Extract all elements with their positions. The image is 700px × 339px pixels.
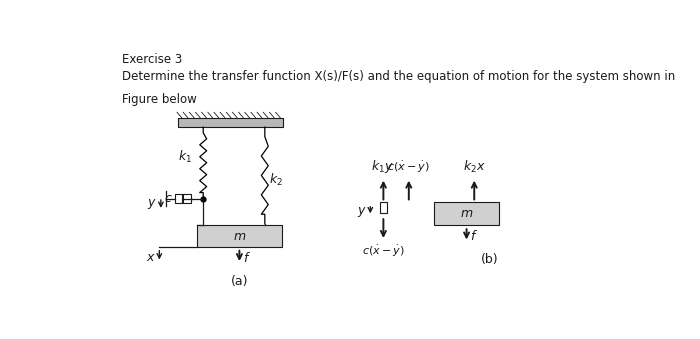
Text: $c(\dot{x}-\dot{y})$: $c(\dot{x}-\dot{y})$: [387, 159, 430, 175]
Text: $f$: $f$: [244, 251, 251, 265]
Text: $k_1$: $k_1$: [178, 149, 192, 165]
Text: $k_2 x$: $k_2 x$: [463, 159, 486, 175]
Bar: [197, 225, 281, 247]
Text: (b): (b): [481, 253, 498, 266]
Text: $c(\dot{x}-\dot{y})$: $c(\dot{x}-\dot{y})$: [362, 244, 405, 259]
Text: $c$: $c$: [164, 192, 173, 205]
Text: $x$: $x$: [146, 251, 155, 263]
Text: Determine the transfer function X(s)/F(s) and the equation of motion for the sys: Determine the transfer function X(s)/F(s…: [122, 70, 675, 83]
Text: $m$: $m$: [460, 207, 473, 220]
Bar: [176, 194, 191, 203]
Text: Exercise 3: Exercise 3: [122, 53, 182, 66]
Text: (a): (a): [231, 275, 248, 288]
Bar: [178, 118, 284, 127]
Text: $f$: $f$: [470, 229, 478, 243]
Bar: [434, 202, 499, 225]
Text: $y$: $y$: [358, 205, 368, 219]
Bar: [379, 202, 387, 213]
Text: $m$: $m$: [232, 230, 246, 243]
Text: $y$: $y$: [147, 197, 157, 211]
Text: $k_1 y$: $k_1 y$: [370, 158, 393, 175]
Text: $k_2$: $k_2$: [270, 172, 284, 188]
Text: Figure below: Figure below: [122, 93, 196, 106]
